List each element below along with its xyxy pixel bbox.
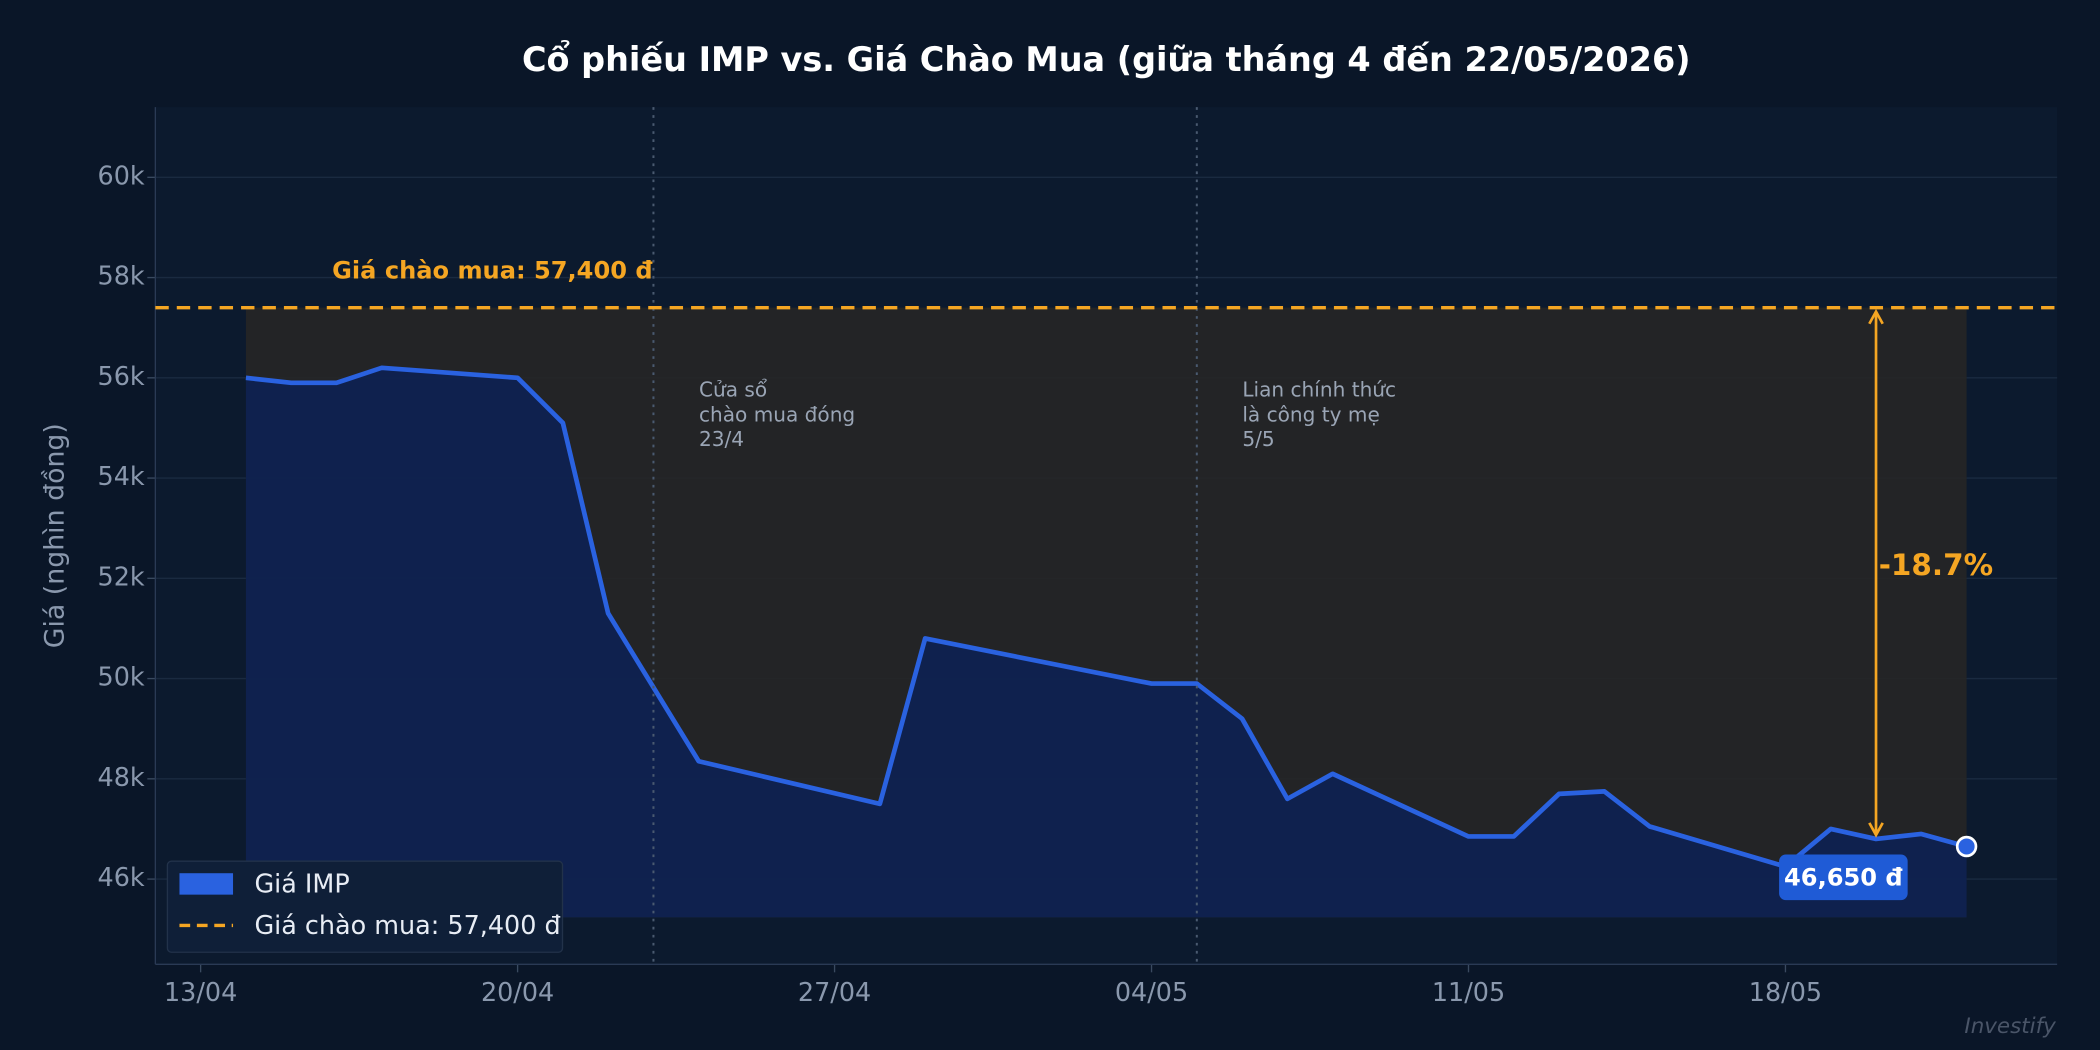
area — [245, 367, 1967, 918]
annotation-text: là công ty mẹ — [1242, 402, 1379, 426]
y-tick-label: 60k — [98, 160, 145, 190]
legend-label: Giá chào mua: 57,400 đ — [254, 910, 560, 940]
x-tick-label: 11/05 — [1432, 977, 1505, 1007]
x-tick-label: 13/04 — [164, 977, 237, 1007]
watermark: Investify — [1964, 1014, 2056, 1039]
x-tick-label: 04/05 — [1115, 977, 1188, 1007]
value-label-box — [1779, 854, 1908, 901]
annotation-text: 5/5 — [1242, 427, 1274, 451]
x-tick-label: 18/05 — [1749, 977, 1822, 1007]
y-axis-label: Giá (nghìn đồng) — [40, 423, 71, 648]
legend-box — [166, 860, 564, 953]
y-tick-label: 54k — [98, 461, 145, 491]
chart-title: Cổ phiếu IMP vs. Giá Chào Mua (giữa thán… — [522, 39, 1691, 79]
last-point — [1955, 835, 1978, 858]
annotation-text: 23/4 — [699, 427, 744, 451]
y-tick-label: 52k — [98, 561, 145, 591]
y-tick-label: 58k — [98, 261, 145, 291]
value-label: 46,650 đ — [1784, 864, 1903, 892]
annotation-text: Lian chính thức — [1242, 378, 1396, 402]
gap-label: -18.7% — [1879, 548, 1993, 582]
annotation-text: Cửa sổ — [699, 378, 767, 402]
y-tick-label: 48k — [98, 762, 145, 792]
y-tick-label: 50k — [98, 662, 145, 692]
x-tick-label: 27/04 — [798, 977, 871, 1007]
y-tick-label: 56k — [98, 361, 145, 391]
reference-label: Giá chào mua: 57,400 đ — [332, 256, 653, 284]
legend-label: Giá IMP — [254, 868, 349, 898]
arrow-head — [1868, 822, 1884, 838]
arrow-head — [1868, 308, 1884, 325]
annotation-text: chào mua đóng — [699, 402, 855, 426]
y-tick-label: 46k — [98, 862, 145, 892]
legend-swatch — [179, 873, 234, 895]
x-tick-label: 20/04 — [481, 977, 554, 1007]
